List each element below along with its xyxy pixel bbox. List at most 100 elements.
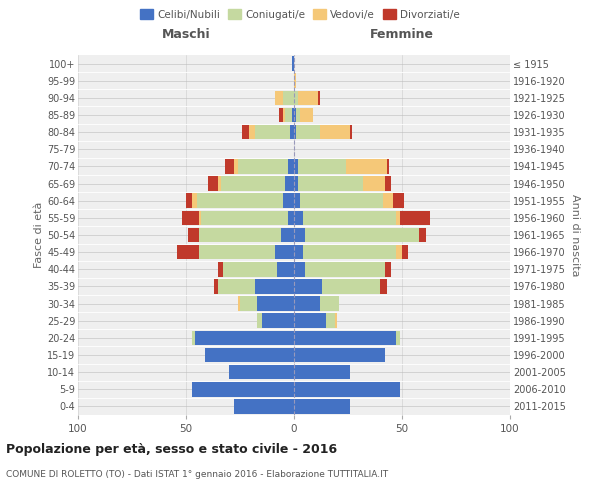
Bar <box>320 296 340 311</box>
Bar <box>294 228 305 242</box>
Bar <box>248 125 255 140</box>
Bar <box>294 314 326 328</box>
Bar <box>201 210 287 225</box>
Bar <box>380 279 387 293</box>
Y-axis label: Fasce di età: Fasce di età <box>34 202 44 268</box>
Bar <box>302 245 395 260</box>
Bar <box>238 159 287 174</box>
Bar <box>290 125 294 140</box>
Bar <box>193 382 294 396</box>
Bar <box>294 125 296 140</box>
Bar <box>294 296 320 311</box>
Bar <box>255 279 294 293</box>
Bar <box>318 90 320 105</box>
Bar <box>395 210 400 225</box>
Bar <box>346 159 387 174</box>
Bar <box>233 399 294 413</box>
Bar <box>294 365 350 380</box>
Bar <box>242 125 248 140</box>
Bar <box>335 314 337 328</box>
Bar <box>385 176 391 191</box>
Bar <box>193 194 197 208</box>
Bar <box>199 228 281 242</box>
Bar <box>395 330 400 345</box>
Bar <box>178 245 199 260</box>
Bar <box>287 159 294 174</box>
Bar <box>294 176 298 191</box>
Bar <box>197 194 283 208</box>
Legend: Celibi/Nubili, Coniugati/e, Vedovi/e, Divorziati/e: Celibi/Nubili, Coniugati/e, Vedovi/e, Di… <box>136 5 464 24</box>
Bar <box>283 90 294 105</box>
Bar <box>363 176 385 191</box>
Bar <box>208 176 218 191</box>
Bar <box>296 108 301 122</box>
Bar <box>305 228 419 242</box>
Bar <box>322 279 380 293</box>
Bar <box>296 125 320 140</box>
Bar <box>298 176 363 191</box>
Bar <box>294 194 301 208</box>
Bar <box>218 279 255 293</box>
Bar <box>294 210 302 225</box>
Y-axis label: Anni di nascita: Anni di nascita <box>569 194 580 276</box>
Text: COMUNE DI ROLETTO (TO) - Dati ISTAT 1° gennaio 2016 - Elaborazione TUTTITALIA.IT: COMUNE DI ROLETTO (TO) - Dati ISTAT 1° g… <box>6 470 388 479</box>
Bar <box>350 125 352 140</box>
Bar <box>320 125 350 140</box>
Bar <box>294 159 298 174</box>
Bar <box>257 314 262 328</box>
Bar <box>387 159 389 174</box>
Bar <box>188 228 199 242</box>
Bar <box>283 108 286 122</box>
Bar <box>287 210 294 225</box>
Bar <box>395 245 402 260</box>
Bar <box>186 194 193 208</box>
Bar <box>240 296 257 311</box>
Bar <box>294 330 395 345</box>
Bar <box>283 194 294 208</box>
Bar <box>255 125 290 140</box>
Text: Femmine: Femmine <box>370 28 434 40</box>
Bar <box>400 210 430 225</box>
Bar <box>218 176 221 191</box>
Bar <box>262 314 294 328</box>
Bar <box>229 365 294 380</box>
Bar <box>294 262 305 276</box>
Text: Maschi: Maschi <box>161 28 211 40</box>
Bar <box>305 262 385 276</box>
Bar <box>277 262 294 276</box>
Bar <box>298 90 318 105</box>
Bar <box>182 210 199 225</box>
Bar <box>294 108 296 122</box>
Bar <box>292 56 294 71</box>
Bar <box>286 108 292 122</box>
Bar <box>301 108 313 122</box>
Bar <box>294 74 296 88</box>
Bar <box>199 210 201 225</box>
Bar <box>221 176 286 191</box>
Bar <box>394 194 404 208</box>
Text: Popolazione per età, sesso e stato civile - 2016: Popolazione per età, sesso e stato civil… <box>6 442 337 456</box>
Bar <box>294 279 322 293</box>
Bar <box>294 348 385 362</box>
Bar <box>301 194 383 208</box>
Bar <box>294 399 350 413</box>
Bar <box>225 159 233 174</box>
Bar <box>194 330 294 345</box>
Bar <box>294 90 298 105</box>
Bar <box>205 348 294 362</box>
Bar <box>383 194 394 208</box>
Bar <box>275 90 283 105</box>
Bar <box>279 108 283 122</box>
Bar <box>286 176 294 191</box>
Bar <box>281 228 294 242</box>
Bar <box>218 262 223 276</box>
Bar <box>294 245 302 260</box>
Bar <box>223 262 277 276</box>
Bar <box>292 108 294 122</box>
Bar <box>302 210 395 225</box>
Bar <box>385 262 391 276</box>
Bar <box>193 330 194 345</box>
Bar <box>199 245 275 260</box>
Bar <box>233 159 238 174</box>
Bar <box>294 382 400 396</box>
